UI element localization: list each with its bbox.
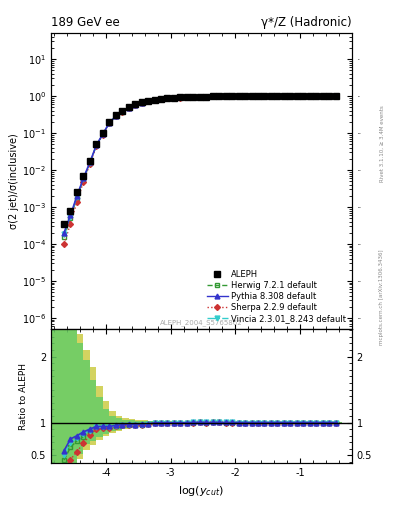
Y-axis label: σ(2 jet)/σ(inclusive): σ(2 jet)/σ(inclusive) bbox=[9, 133, 19, 229]
Text: Rivet 3.1.10, ≥ 3.4M events: Rivet 3.1.10, ≥ 3.4M events bbox=[380, 105, 384, 182]
Text: ALEPH_2004_S5765862: ALEPH_2004_S5765862 bbox=[160, 319, 243, 326]
Legend: ALEPH, Herwig 7.2.1 default, Pythia 8.308 default, Sherpa 2.2.9 default, Vincia : ALEPH, Herwig 7.2.1 default, Pythia 8.30… bbox=[204, 266, 349, 327]
Text: 189 GeV ee: 189 GeV ee bbox=[51, 16, 120, 29]
X-axis label: log($y_{cut}$): log($y_{cut}$) bbox=[178, 484, 224, 498]
Y-axis label: Ratio to ALEPH: Ratio to ALEPH bbox=[19, 362, 28, 430]
Text: mcplots.cern.ch [arXiv:1306.3436]: mcplots.cern.ch [arXiv:1306.3436] bbox=[380, 249, 384, 345]
Text: γ*/Z (Hadronic): γ*/Z (Hadronic) bbox=[261, 16, 352, 29]
